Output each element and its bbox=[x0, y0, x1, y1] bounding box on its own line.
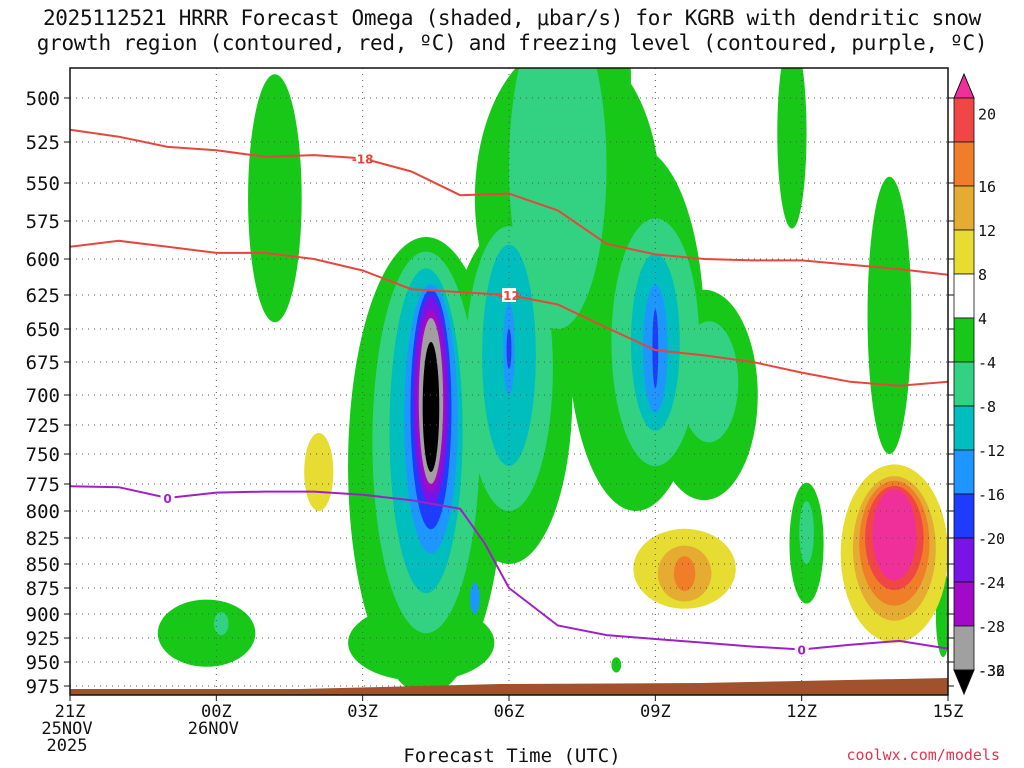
y-tick-label: 850 bbox=[26, 554, 60, 576]
omega-region bbox=[469, 582, 480, 615]
omega-region bbox=[422, 342, 440, 472]
terrain-fill bbox=[70, 678, 948, 695]
colorbar-swatch bbox=[953, 185, 975, 231]
x-tick-label: 12Z bbox=[786, 702, 817, 722]
colorbar-label: -32 bbox=[978, 662, 1005, 680]
x-tick-label: 25NOV bbox=[41, 719, 92, 739]
contour-label: -12 bbox=[498, 289, 520, 303]
colorbar-label: 16 bbox=[978, 178, 996, 196]
colorbar-swatch bbox=[953, 625, 975, 671]
colorbar-label: 8 bbox=[978, 266, 987, 284]
contour-label-bg bbox=[160, 491, 175, 506]
temperature-contours: -18 -12 0 0 bbox=[70, 128, 948, 658]
colorbar-swatch bbox=[953, 97, 975, 143]
omega-region bbox=[611, 657, 622, 673]
contour-label-bg bbox=[794, 642, 809, 657]
colorbar-label: -24 bbox=[978, 574, 1005, 592]
contour-label: 0 bbox=[163, 492, 171, 506]
omega-region bbox=[679, 321, 739, 443]
contour-line bbox=[70, 485, 948, 651]
colorbar-swatch bbox=[953, 229, 975, 275]
omega-region bbox=[506, 329, 512, 369]
omega-shading bbox=[157, 68, 948, 695]
omega-region bbox=[867, 176, 912, 454]
y-tick-label: 950 bbox=[26, 652, 60, 674]
colorbar-label: -12 bbox=[978, 442, 1005, 460]
y-tick-label: 975 bbox=[26, 676, 60, 698]
y-tick-label: 800 bbox=[26, 501, 60, 523]
y-tick-label: 625 bbox=[26, 285, 60, 307]
y-tick-label: 750 bbox=[26, 444, 60, 466]
colorbar-swatch bbox=[953, 141, 975, 187]
omega-region bbox=[799, 501, 814, 564]
omega-region bbox=[652, 309, 659, 389]
y-tick-label: 500 bbox=[26, 88, 60, 110]
omega-region bbox=[348, 604, 495, 682]
colorbar-label: 12 bbox=[978, 222, 996, 240]
contour-label: 0 bbox=[797, 644, 805, 658]
omega-region bbox=[673, 556, 696, 592]
colorbar-label: 4 bbox=[978, 310, 987, 328]
contour-line bbox=[70, 128, 948, 276]
colorbar-swatch bbox=[953, 581, 975, 627]
colorbar-swatch bbox=[953, 273, 975, 319]
colorbar-swatch bbox=[953, 361, 975, 407]
colorbar-swatch bbox=[953, 449, 975, 495]
credit-text: coolwx.com/models bbox=[846, 746, 1000, 764]
colorbar-label: -28 bbox=[978, 618, 1005, 636]
colorbar-label: -16 bbox=[978, 486, 1005, 504]
colorbar-arrow bbox=[953, 669, 975, 696]
x-axis-title: Forecast Time (UTC) bbox=[403, 745, 621, 767]
omega-region bbox=[777, 68, 807, 229]
colorbar-label: -20 bbox=[978, 530, 1005, 548]
y-tick-label: 575 bbox=[26, 211, 60, 233]
y-tick-label: 525 bbox=[26, 132, 60, 154]
y-tick-label: 875 bbox=[26, 578, 60, 600]
y-tick-label: 675 bbox=[26, 352, 60, 374]
colorbar-label: -8 bbox=[978, 398, 996, 416]
y-tick-label: 650 bbox=[26, 319, 60, 341]
y-tick-label: 700 bbox=[26, 385, 60, 407]
x-tick-label: 09Z bbox=[640, 702, 671, 722]
y-tick-label: 825 bbox=[26, 528, 60, 550]
y-tick-label: 600 bbox=[26, 249, 60, 271]
colorbar-label: -4 bbox=[978, 354, 996, 372]
omega-region bbox=[157, 599, 256, 667]
x-tick-label: 03Z bbox=[347, 702, 378, 722]
colorbar-arrow bbox=[953, 72, 975, 99]
colorbar-swatch bbox=[953, 405, 975, 451]
y-tick-label: 925 bbox=[26, 628, 60, 650]
terrain bbox=[70, 678, 948, 695]
chart-title-line-1: 2025112521 HRRR Forecast Omega (shaded, … bbox=[42, 6, 982, 30]
x-tick-label: 26NOV bbox=[188, 719, 239, 739]
y-tick-label: 550 bbox=[26, 173, 60, 195]
colorbar-swatch bbox=[953, 493, 975, 539]
y-tick-label: 775 bbox=[26, 474, 60, 496]
y-tick-label: 725 bbox=[26, 415, 60, 437]
y-tick-label: 900 bbox=[26, 604, 60, 626]
omega-region bbox=[248, 74, 302, 323]
x-tick-label: 00Z bbox=[201, 702, 232, 722]
contour-label-bg bbox=[502, 288, 516, 302]
colorbar: 20 16 12 8 4 -4 -8 -12 -16 -20 -24 -28 -32-36 bbox=[953, 72, 1005, 696]
x-tick-label: 21Z bbox=[55, 702, 86, 722]
omega-region bbox=[872, 489, 917, 581]
y-axis: 500 525 550 575 600 625 650 675 700 725 750 775 800 8… bbox=[26, 88, 954, 698]
x-tick-label: 15Z bbox=[933, 702, 964, 722]
chart-title-line-2: growth region (contoured, red, ºC) and f… bbox=[36, 31, 988, 55]
colorbar-swatch bbox=[953, 317, 975, 363]
x-tick-label: 06Z bbox=[494, 702, 525, 722]
contour-label-bg bbox=[355, 151, 370, 166]
omega-region bbox=[509, 68, 607, 329]
contour-label: -18 bbox=[352, 152, 374, 166]
colorbar-swatch bbox=[953, 537, 975, 583]
chart-title: 2025112521 HRRR Forecast Omega (shaded, … bbox=[0, 6, 1024, 56]
omega-region bbox=[304, 433, 334, 511]
colorbar-label: 20 bbox=[978, 105, 996, 123]
x-tick-label: 2025 bbox=[47, 736, 88, 756]
omega-region bbox=[213, 612, 229, 636]
colorbar-label: -36 bbox=[978, 662, 1005, 680]
